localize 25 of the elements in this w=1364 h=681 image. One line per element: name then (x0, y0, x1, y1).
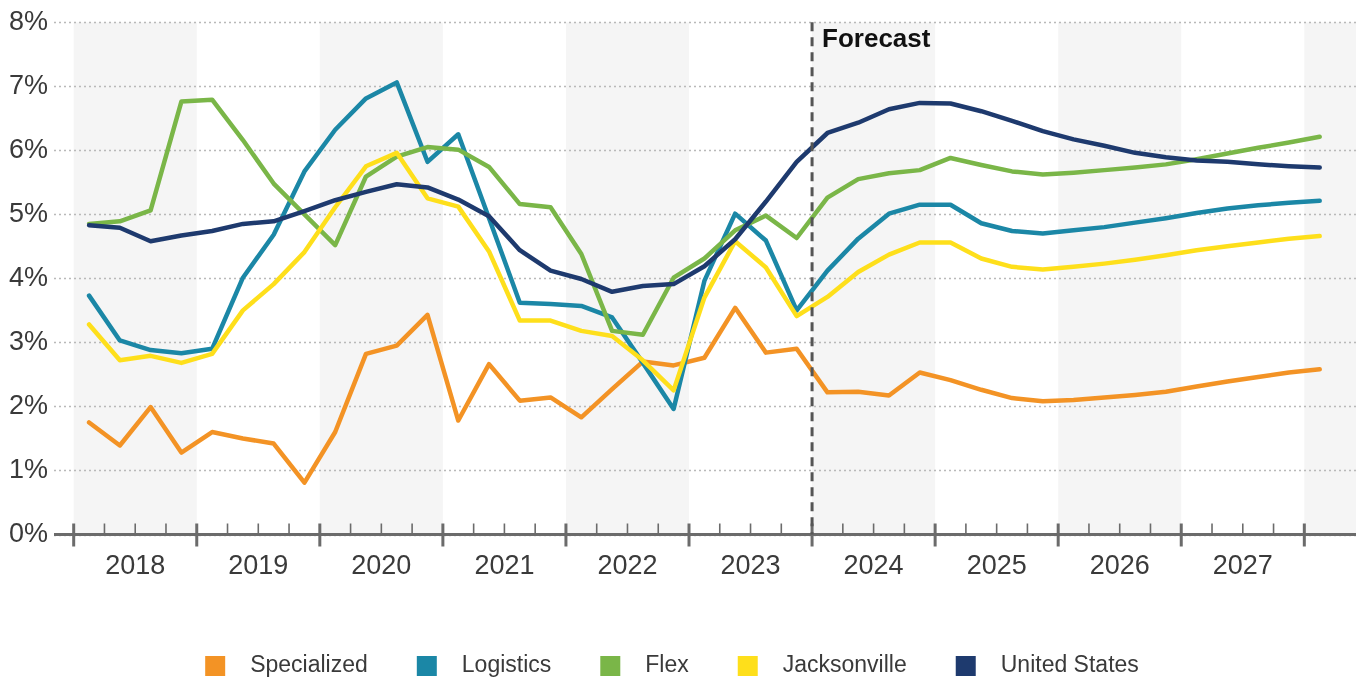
y-tick-label: 5% (8, 197, 48, 228)
y-tick-label: 4% (8, 261, 48, 292)
y-tick-label: 6% (8, 133, 48, 164)
ref-line-label: Forecast (822, 23, 931, 54)
x-tick-label: 2021 (474, 550, 535, 581)
y-tick-label: 8% (8, 5, 48, 36)
x-tick-label: 2026 (1089, 550, 1150, 581)
x-tick-label: 2019 (228, 550, 289, 581)
x-tick-label: 2018 (105, 550, 166, 581)
y-tick-label: 7% (8, 69, 48, 100)
legend-label: Jacksonville (782, 651, 907, 678)
legend-label: United States (1000, 651, 1139, 678)
legend-label: Specialized (250, 651, 368, 678)
y-tick-label: 0% (8, 517, 48, 548)
x-tick-label: 2024 (843, 550, 904, 581)
x-tick-label: 2025 (966, 550, 1027, 581)
x-tick-label: 2027 (1212, 550, 1273, 581)
y-tick-label: 3% (8, 325, 48, 356)
legend-label: Flex (645, 651, 690, 678)
x-tick-label: 2022 (597, 550, 658, 581)
y-tick-label: 1% (8, 453, 48, 484)
y-tick-label: 2% (8, 389, 48, 420)
x-tick-label: 2020 (351, 550, 412, 581)
legend-label: Logistics (461, 651, 552, 678)
x-tick-label: 2023 (720, 550, 781, 581)
